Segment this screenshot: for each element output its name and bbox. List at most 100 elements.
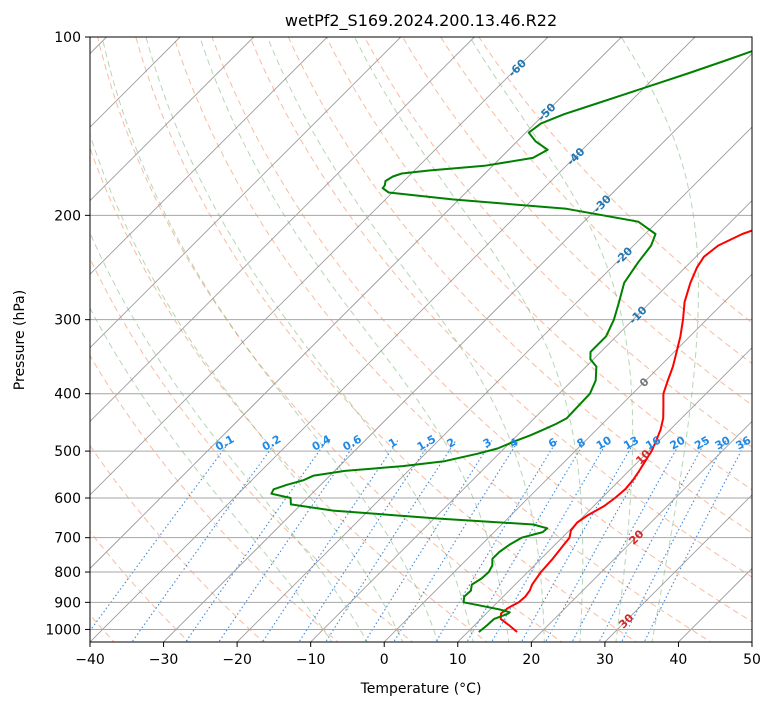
dry-adiabat bbox=[249, 37, 752, 578]
x-tick-label: −10 bbox=[296, 652, 326, 668]
x-tick-label: 20 bbox=[522, 652, 540, 668]
dry-adiabat bbox=[97, 37, 563, 642]
mixing-ratio-line bbox=[261, 440, 399, 642]
mixing-ratio-line bbox=[90, 440, 231, 632]
x-tick-label: 30 bbox=[596, 652, 614, 668]
mixing-ratio-line bbox=[364, 440, 493, 642]
isotherm-line bbox=[457, 347, 752, 642]
dry-adiabat bbox=[478, 37, 752, 324]
x-tick-label: 50 bbox=[743, 652, 761, 668]
isotherm-line bbox=[236, 126, 752, 642]
isotherm-line bbox=[90, 37, 696, 642]
x-tick-label: −40 bbox=[75, 652, 105, 668]
y-tick-label: 900 bbox=[54, 595, 81, 611]
mixing-ratio-label: 30 bbox=[713, 433, 733, 452]
x-axis-label: Temperature (°C) bbox=[360, 681, 482, 697]
isotherm-line bbox=[751, 641, 752, 642]
isotherm-line bbox=[531, 420, 752, 642]
y-tick-label: 300 bbox=[54, 313, 81, 329]
dry-adiabat bbox=[90, 530, 190, 642]
temperature-profile-line bbox=[499, 229, 752, 633]
isotherm-line bbox=[90, 37, 328, 275]
mixing-ratio-label: 20 bbox=[668, 433, 688, 452]
x-tick-label: −30 bbox=[149, 652, 179, 668]
isotherm-line bbox=[90, 37, 402, 349]
y-tick-label: 100 bbox=[54, 30, 81, 46]
isotherm-line bbox=[90, 37, 622, 570]
dry-adiabat bbox=[440, 37, 752, 365]
dry-adiabat bbox=[325, 37, 752, 491]
dry-adiabat bbox=[90, 146, 488, 642]
y-tick-label: 200 bbox=[54, 208, 81, 224]
y-tick-label: 400 bbox=[54, 387, 81, 403]
dry-adiabat bbox=[90, 257, 414, 642]
mixing-ratio-line bbox=[184, 440, 328, 642]
mixing-ratio-label: 10 bbox=[594, 433, 614, 452]
mixing-ratio-line bbox=[131, 440, 278, 642]
mixing-ratio-line bbox=[325, 440, 457, 642]
mixing-ratio-line bbox=[544, 440, 658, 642]
mixing-ratio-line bbox=[298, 440, 432, 642]
plot-frame bbox=[89, 36, 753, 643]
moist-adiabat bbox=[620, 37, 699, 642]
moist-adiabat bbox=[266, 37, 545, 642]
mixing-ratio-line bbox=[643, 440, 748, 642]
mixing-ratio-line bbox=[571, 440, 682, 642]
isotherm-line bbox=[678, 567, 752, 642]
moist-adiabat bbox=[101, 37, 439, 642]
mixing-ratio-line bbox=[393, 440, 519, 642]
mixing-ratio-line bbox=[491, 440, 609, 642]
moist-adiabat bbox=[199, 37, 510, 642]
mixing-ratio-label: 36 bbox=[733, 433, 753, 452]
chart-title: wetPf2_S169.2024.200.13.46.R22 bbox=[285, 11, 557, 31]
y-tick-label: 800 bbox=[54, 565, 81, 581]
mixing-ratio-label: 1.5 bbox=[415, 433, 438, 454]
dry-adiabat bbox=[287, 37, 752, 534]
x-tick-label: −20 bbox=[222, 652, 252, 668]
isotherm-label: -20 bbox=[612, 244, 635, 267]
mixing-ratio-label: 4 bbox=[507, 435, 520, 450]
mixing-ratio-label: 3 bbox=[481, 436, 494, 451]
mixing-ratio-line bbox=[435, 440, 558, 642]
isotherm-line bbox=[163, 52, 752, 642]
isotherm-line bbox=[90, 37, 549, 496]
isotherm-line bbox=[90, 37, 254, 202]
x-tick-label: 0 bbox=[380, 652, 389, 668]
mixing-ratio-line bbox=[620, 440, 727, 642]
isotherm-line bbox=[383, 273, 752, 642]
isotherm-label: 20 bbox=[627, 527, 647, 547]
mixing-ratio-label: 1 bbox=[386, 436, 399, 451]
moist-adiabat bbox=[90, 133, 404, 642]
moist-adiabat bbox=[90, 231, 368, 642]
y-tick-label: 500 bbox=[54, 444, 81, 460]
x-tick-label: 10 bbox=[449, 652, 467, 668]
isotherm-label: -60 bbox=[506, 56, 529, 79]
dry-adiabat bbox=[363, 37, 752, 448]
isotherm-label: -40 bbox=[564, 145, 587, 168]
mixing-ratio-label: 0.6 bbox=[341, 432, 365, 453]
isotherm-label: -30 bbox=[591, 192, 614, 215]
isotherm-line bbox=[604, 494, 752, 642]
mixing-ratio-label: 13 bbox=[621, 434, 641, 453]
dry-adiabat bbox=[90, 354, 339, 642]
mixing-ratio-label: 8 bbox=[575, 436, 588, 451]
mixing-ratio-label: 0.2 bbox=[260, 433, 283, 454]
moist-adiabat bbox=[354, 37, 584, 642]
mixing-ratio-line bbox=[598, 440, 707, 642]
dry-adiabat bbox=[173, 37, 712, 642]
mixing-ratio-label: 2 bbox=[445, 436, 458, 451]
isotherm-line bbox=[310, 200, 752, 642]
moist-adiabat bbox=[90, 307, 333, 642]
dry-adiabat bbox=[90, 444, 265, 642]
mixing-ratio-label: 6 bbox=[546, 435, 559, 450]
y-tick-label: 700 bbox=[54, 531, 81, 547]
mixing-ratio-label: 0.4 bbox=[310, 432, 334, 453]
isotherm-line bbox=[90, 37, 475, 422]
moist-adiabat bbox=[469, 37, 634, 642]
x-tick-label: 40 bbox=[670, 652, 688, 668]
mixing-ratio-label: 0.1 bbox=[213, 433, 236, 454]
isotherm-label: 0 bbox=[637, 375, 652, 390]
mixing-ratio-line bbox=[520, 440, 636, 642]
dry-adiabat bbox=[135, 37, 638, 642]
